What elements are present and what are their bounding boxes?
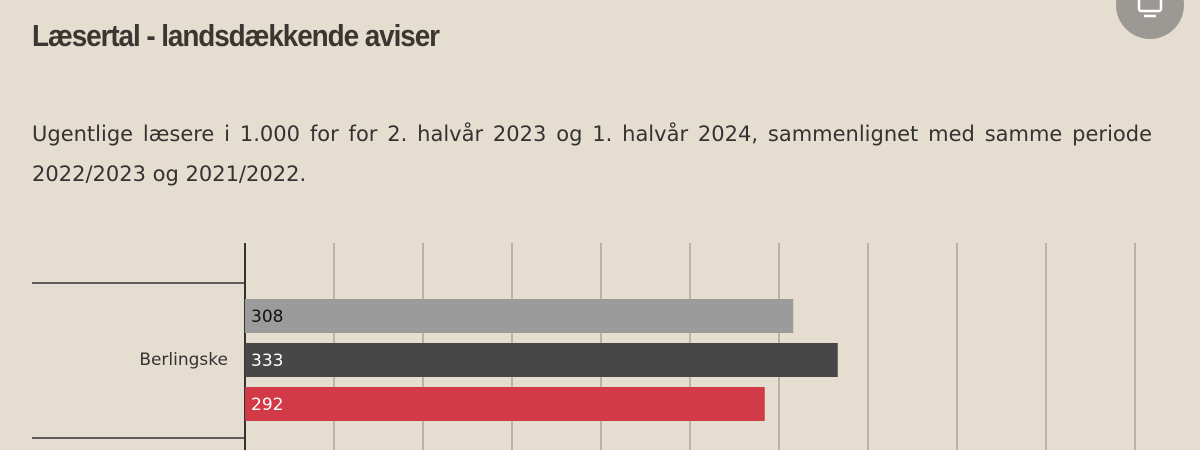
bar: [245, 299, 794, 333]
data-label: 333: [251, 351, 283, 371]
data-label: 292: [251, 395, 283, 415]
chart-subtitle: Ugentlige læsere i 1.000 for for 2. halv…: [32, 122, 1152, 186]
bar: [245, 343, 838, 377]
chart-title: Læsertal - landsdækkende aviser: [32, 18, 440, 53]
data-label: 308: [251, 307, 283, 327]
y-tick-label: Berlingske: [139, 350, 228, 370]
monitor-icon: [1137, 0, 1163, 13]
display-button[interactable]: [1116, 0, 1184, 39]
bar: [245, 387, 765, 421]
button-circle[interactable]: [1116, 0, 1184, 39]
